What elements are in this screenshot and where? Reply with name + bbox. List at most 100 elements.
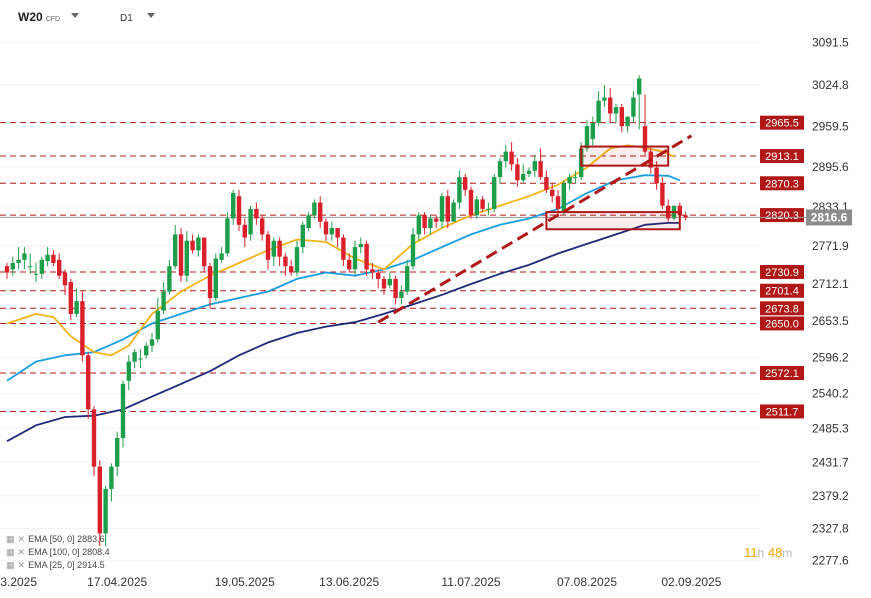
candle-body	[16, 259, 21, 263]
candle-body	[434, 218, 439, 222]
candle-body	[161, 291, 166, 311]
candle-body	[144, 345, 149, 356]
candle-body	[329, 228, 334, 235]
candle-body	[80, 301, 85, 356]
instrument-dropdown-icon[interactable]	[71, 13, 79, 18]
candle-body	[202, 237, 207, 267]
candle-body	[584, 126, 590, 149]
candle-body	[347, 259, 352, 270]
price-tick-label: 2379.2	[812, 489, 849, 503]
candle-body	[463, 177, 468, 190]
candle-body	[619, 107, 624, 127]
price-tick-label: 3024.8	[812, 78, 849, 92]
time-tick-label: 02.09.2025	[661, 575, 721, 589]
candle-body	[521, 173, 526, 181]
candle-body	[45, 254, 50, 262]
candle-body	[352, 247, 358, 270]
candle-body	[10, 263, 15, 270]
level-tag	[760, 283, 804, 298]
candle-body	[660, 183, 665, 206]
candle-body	[39, 259, 44, 274]
level-label: 2511.7	[766, 406, 799, 418]
candle-body	[62, 272, 68, 286]
zone-box	[580, 145, 670, 167]
legend-ema-25[interactable]: ▦ ✕ EMA [25, 0] 2914.5	[6, 560, 105, 571]
level-label: 2673.8	[765, 303, 799, 315]
candle-body	[428, 218, 433, 228]
timeframe-dropdown-icon[interactable]	[147, 13, 155, 18]
timeframe-selector[interactable]: D1	[120, 13, 133, 24]
candle-body	[532, 161, 537, 171]
instrument-selector[interactable]: W20 CFD	[18, 10, 60, 24]
candle-body	[416, 215, 421, 235]
remove-indicator-icon[interactable]: ✕	[17, 534, 26, 544]
level-label: 2572.1	[765, 368, 799, 380]
candle-body	[74, 301, 79, 314]
candle-body	[4, 266, 10, 273]
time-tick-label: 11.07.2025	[441, 575, 500, 589]
candle-body	[602, 97, 607, 101]
ema-line-1	[6, 174, 681, 382]
candle-body	[526, 170, 532, 174]
remove-indicator-icon[interactable]: ✕	[17, 547, 26, 557]
legend-ema-50[interactable]: ▦ ✕ EMA [50, 0] 2883.6	[6, 534, 105, 545]
zone-box	[545, 211, 681, 231]
candle-body	[468, 189, 474, 216]
price-axis: 3091.53024.82959.52895.62833.12771.92712…	[806, 36, 852, 567]
price-tick-label: 3091.5	[812, 36, 849, 50]
candle-body	[115, 438, 120, 467]
candle-body	[683, 215, 688, 218]
candle-body	[399, 291, 404, 298]
candle-body	[503, 151, 508, 162]
ema-lines	[6, 144, 681, 442]
level-tag	[760, 301, 804, 316]
level-label: 2650.0	[765, 318, 799, 330]
candle-body	[312, 202, 317, 216]
candle-body	[173, 234, 178, 267]
price-tick-label: 2771.9	[812, 239, 849, 253]
drawings	[377, 134, 693, 324]
indicator-settings-icon[interactable]: ▦	[6, 547, 15, 557]
level-label: 2913.1	[765, 151, 799, 163]
time-tick-label: 19.05.2025	[215, 575, 275, 589]
candle-body	[405, 266, 410, 292]
candle-body	[567, 177, 572, 184]
candle-body	[138, 358, 143, 360]
candle-body	[231, 193, 236, 219]
candle-body	[103, 488, 108, 534]
candle-body	[28, 266, 33, 268]
indicator-settings-icon[interactable]: ▦	[6, 560, 15, 570]
candle-body	[219, 253, 224, 260]
price-tick-label: 2959.5	[812, 120, 849, 134]
candle-body	[225, 218, 230, 254]
price-tick-label: 2895.6	[812, 160, 849, 174]
candle-body	[608, 97, 613, 114]
symbol-name: W20	[18, 10, 43, 24]
candle-body	[387, 278, 392, 286]
legend-ema-100[interactable]: ▦ ✕ EMA [100, 0] 2808.4	[6, 547, 110, 558]
candle-body	[149, 339, 155, 346]
candle-body	[236, 196, 242, 225]
legend-label: EMA [50, 0]	[28, 534, 75, 544]
level-tag	[760, 208, 804, 223]
level-tag	[760, 176, 804, 191]
candle-body	[637, 78, 642, 95]
candle-body	[265, 234, 271, 260]
price-tick-label: 2712.1	[812, 277, 849, 291]
candle-body	[190, 240, 195, 251]
legend-label: EMA [100, 0]	[28, 547, 80, 557]
candle-body	[306, 215, 311, 228]
price-tick-label: 2653.5	[812, 314, 849, 328]
candle-body	[445, 196, 450, 222]
candle-body	[155, 310, 160, 340]
trend-line	[377, 134, 693, 324]
level-tag	[760, 115, 804, 130]
candle-body	[422, 215, 427, 228]
remove-indicator-icon[interactable]: ✕	[17, 560, 26, 570]
price-tick-label: 2431.7	[812, 455, 849, 469]
candle-body	[91, 409, 97, 467]
candle-body	[677, 205, 682, 216]
indicator-settings-icon[interactable]: ▦	[6, 534, 15, 544]
candle-body	[486, 208, 491, 210]
